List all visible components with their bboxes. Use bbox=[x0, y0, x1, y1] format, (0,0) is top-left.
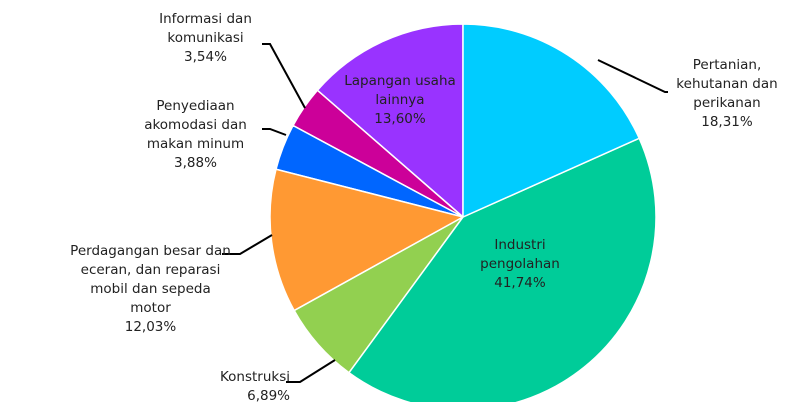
pie-slice bbox=[316, 23, 464, 219]
slice-label: Pertanian, kehutanan dan perikanan 18,31% bbox=[660, 56, 794, 132]
leader-line bbox=[262, 43, 306, 109]
value-label: 3,88% bbox=[174, 155, 217, 171]
category-name: Konstruksi bbox=[219, 369, 290, 385]
leader-lines bbox=[222, 43, 668, 383]
value-label: 6,89% bbox=[247, 388, 290, 402]
slice-label: Penyediaan akomodasi dan makan minum 3,88… bbox=[128, 97, 263, 173]
slice-label: Konstruksi 6,89% bbox=[150, 368, 290, 402]
pie-slice bbox=[462, 23, 641, 219]
category-name: Pertanian, kehutanan dan perikanan bbox=[676, 57, 778, 111]
slice-label: Perdagangan besar dan eceran, dan repara… bbox=[68, 242, 233, 337]
leader-line bbox=[597, 59, 668, 93]
value-label: 41,74% bbox=[494, 275, 546, 291]
leader-line bbox=[262, 128, 287, 136]
leader-line bbox=[286, 359, 336, 383]
slice-label: Industri pengolahan 41,74% bbox=[460, 236, 580, 293]
category-name: Penyediaan akomodasi dan makan minum bbox=[144, 98, 247, 152]
value-label: 18,31% bbox=[701, 114, 753, 130]
category-name: Perdagangan besar dan eceran, dan repara… bbox=[70, 243, 231, 316]
slice-label: Lapangan usaha lainnya 13,60% bbox=[330, 72, 470, 129]
category-name: Lapangan usaha lainnya bbox=[344, 73, 456, 108]
slice-label: Informasi dan komunikasi 3,54% bbox=[148, 10, 263, 67]
pie-slice bbox=[347, 137, 657, 402]
pie-slice bbox=[269, 168, 466, 312]
category-name: Informasi dan komunikasi bbox=[159, 11, 252, 46]
value-label: 13,60% bbox=[374, 111, 426, 127]
category-name: Industri pengolahan bbox=[480, 237, 560, 272]
value-label: 3,54% bbox=[184, 49, 227, 65]
value-label: 12,03% bbox=[124, 319, 177, 335]
leader-line bbox=[222, 234, 273, 255]
